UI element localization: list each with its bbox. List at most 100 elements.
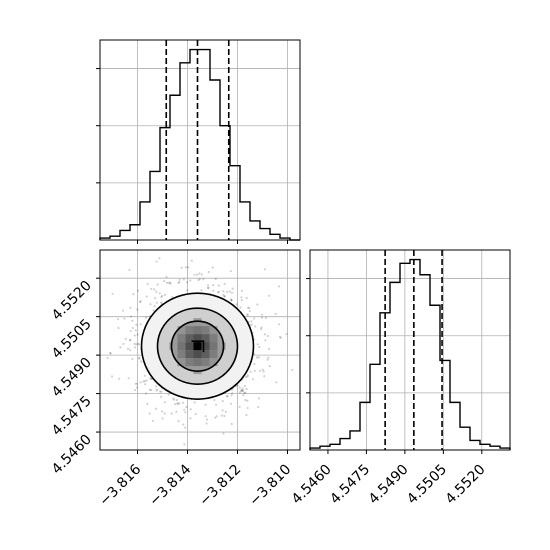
scatter-point (214, 416, 217, 419)
scatter-point (213, 398, 216, 402)
x-tick-label: 4.5505 (404, 462, 450, 508)
scatter-point (175, 398, 178, 402)
scatter-point (221, 399, 224, 403)
scatter-point (156, 388, 159, 391)
scatter-point (279, 336, 282, 339)
panel-background (310, 250, 510, 450)
contour-line (191, 340, 205, 353)
scatter-point (155, 385, 158, 388)
scatter-point (240, 389, 243, 393)
panel-frame (99, 249, 301, 451)
scatter-point (186, 289, 189, 292)
scatter-point (214, 277, 217, 281)
scatter-point (160, 295, 163, 299)
scatter-point (291, 368, 294, 372)
scatter-point (196, 273, 199, 276)
scatter-point (110, 375, 114, 378)
scatter-point (258, 345, 261, 349)
scatter-point (129, 349, 132, 352)
scatter-point (106, 356, 109, 360)
scatter-point (126, 347, 130, 350)
scatter-point (135, 343, 138, 346)
density-cell (185, 334, 194, 343)
scatter-point (256, 343, 259, 346)
scatter-point (246, 406, 249, 410)
scatter-point (139, 323, 142, 326)
density-cell (177, 350, 186, 359)
scatter-point (127, 377, 130, 380)
scatter-point (207, 287, 210, 290)
scatter-point (260, 328, 263, 331)
x-tick-label: −3.812 (196, 462, 244, 510)
scatter-point (165, 281, 168, 284)
contour-line (140, 292, 255, 400)
scatter-point (177, 420, 180, 423)
scatter-point (266, 358, 269, 361)
scatter-point (161, 410, 164, 413)
scatter-point (167, 393, 170, 396)
scatter-point (248, 306, 251, 310)
density-cell (201, 326, 210, 335)
panel-frame (309, 249, 511, 451)
scatter-point (263, 333, 266, 336)
scatter-point (169, 281, 172, 284)
scatter-point (164, 293, 167, 296)
scatter-point (223, 282, 226, 285)
scatter-point (256, 303, 259, 306)
y-tick-label: 4.5475 (49, 393, 95, 439)
scatter-point (240, 289, 244, 292)
scatter-point (267, 294, 270, 297)
scatter-point (250, 320, 253, 323)
scatter-point (142, 380, 145, 383)
x-tick-label: −3.816 (96, 461, 144, 509)
scatter-point (109, 352, 112, 355)
scatter-point (278, 335, 282, 338)
scatter-point (241, 387, 244, 390)
scatter-point (228, 290, 231, 293)
scatter-point (278, 285, 281, 288)
scatter-point (148, 412, 151, 415)
scatter-point (122, 342, 125, 346)
scatter-point (207, 284, 210, 287)
scatter-point (155, 301, 158, 304)
scatter-point (222, 293, 225, 297)
scatter-point (151, 419, 155, 423)
scatter-point (253, 369, 256, 372)
scatter-point (165, 275, 168, 279)
scatter-point (144, 392, 148, 395)
scatter-point (249, 370, 252, 373)
scatter-point (246, 399, 249, 402)
scatter-point (109, 352, 112, 355)
scatter-point (129, 338, 132, 341)
scatter-point (223, 295, 226, 298)
scatter-point (124, 337, 127, 340)
scatter-point (182, 423, 185, 426)
scatter-point (136, 333, 139, 336)
scatter-point (136, 289, 139, 292)
density-cell (209, 358, 218, 367)
scatter-point (200, 273, 203, 276)
scatter-point (230, 394, 233, 397)
scatter-point (204, 415, 207, 418)
scatter-point (255, 356, 259, 359)
scatter-point (221, 409, 224, 412)
scatter-point (117, 377, 121, 380)
scatter-point (253, 362, 256, 366)
scatter-point (136, 382, 139, 385)
scatter-point (122, 309, 125, 312)
scatter-point (229, 402, 232, 405)
scatter-point (230, 422, 233, 426)
density-cell (177, 342, 186, 351)
density-cell (169, 342, 178, 351)
scatter-point (242, 394, 245, 397)
scatter-point (274, 312, 277, 316)
scatter-point (145, 316, 148, 319)
scatter-point (167, 281, 170, 284)
scatter-point (224, 410, 227, 413)
scatter-point (136, 342, 139, 345)
scatter-point (263, 375, 266, 378)
scatter-point (235, 303, 238, 306)
scatter-point (222, 432, 225, 435)
scatter-point (154, 297, 157, 300)
